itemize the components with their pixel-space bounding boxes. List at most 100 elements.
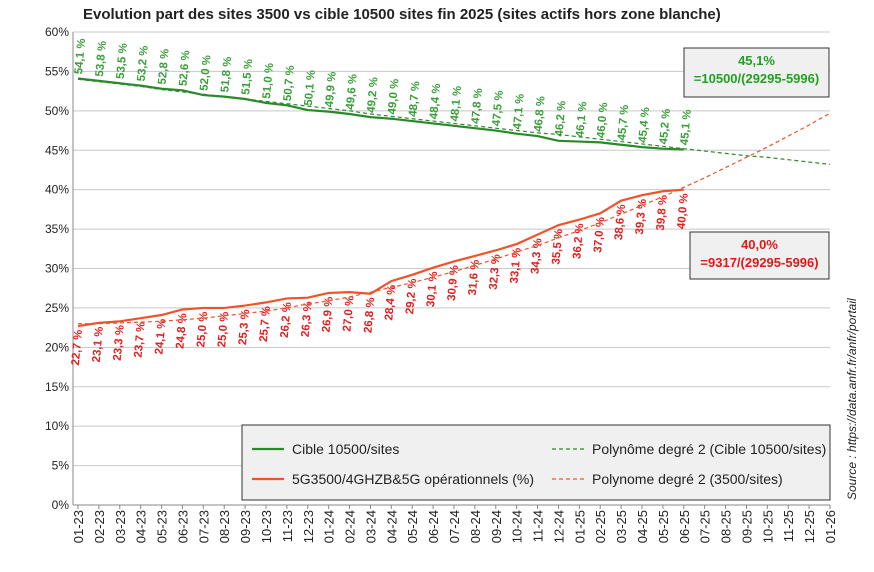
data-label: 28,4 %: [383, 284, 398, 321]
chart-title: Evolution part des sites 3500 vs cible 1…: [83, 6, 721, 23]
x-tick-label: 09-24: [489, 510, 504, 543]
data-label: 31,6 %: [467, 259, 482, 296]
x-tick-label: 11-25: [781, 510, 796, 542]
x-tick-label: 08-23: [217, 510, 232, 543]
x-tick-label: 09-25: [739, 510, 754, 543]
data-label: 48,1 %: [449, 85, 464, 122]
y-tick-label: 35%: [45, 222, 69, 236]
data-label: 46,0 %: [595, 102, 610, 139]
data-label: 45,2 %: [658, 108, 673, 145]
annotation-text: =10500/(29295-5996): [694, 71, 819, 86]
data-label: 45,7 %: [616, 104, 631, 141]
x-tick-label: 02-23: [92, 510, 107, 543]
data-label: 37,0 %: [592, 217, 607, 254]
annotation-text: 45,1%: [738, 53, 775, 68]
data-label: 38,6 %: [613, 204, 628, 241]
trend-line: [77, 78, 831, 166]
data-label: 24,1 %: [153, 318, 168, 355]
x-tick-label: 02-25: [593, 510, 608, 543]
x-tick-label: 01-24: [322, 510, 337, 543]
data-label: 50,1 %: [303, 70, 318, 107]
data-label: 53,2 %: [136, 45, 151, 82]
data-label: 27,0 %: [341, 295, 356, 332]
data-label: 30,1 %: [425, 271, 440, 308]
x-tick-label: 05-24: [405, 510, 420, 543]
x-tick-label: 03-24: [363, 510, 378, 543]
x-tick-label: 11-23: [280, 510, 295, 542]
data-label: 53,5 %: [115, 43, 130, 80]
data-label: 39,8 %: [655, 194, 670, 231]
x-tick-label: 08-25: [719, 510, 734, 543]
data-label: 48,4 %: [428, 83, 443, 120]
data-label: 26,8 %: [362, 297, 377, 334]
x-tick-label: 08-24: [468, 510, 483, 543]
x-tick-label: 01-25: [572, 510, 587, 543]
data-label: 52,0 %: [198, 55, 213, 92]
x-tick-label: 11-24: [531, 510, 546, 542]
data-label: 35,5 %: [550, 228, 565, 265]
data-label: 51,8 %: [219, 56, 234, 93]
series-line: [77, 77, 684, 151]
data-label: 46,1 %: [574, 101, 589, 138]
series-line: [77, 188, 684, 328]
x-tick-label: 07-24: [447, 510, 462, 543]
legend-label: Cible 10500/sites: [292, 441, 399, 457]
data-label: 48,7 %: [407, 81, 422, 118]
data-label: 45,1 %: [679, 109, 694, 146]
x-tick-label: 02-24: [343, 510, 358, 543]
y-tick-label: 60%: [45, 25, 69, 39]
data-label: 25,7 %: [258, 306, 273, 343]
data-label: 23,7 %: [133, 321, 148, 358]
y-tick-label: 20%: [45, 340, 69, 354]
y-tick-label: 40%: [45, 183, 69, 197]
y-tick-label: 30%: [45, 262, 69, 276]
x-tick-label: 06-23: [175, 510, 190, 543]
x-tick-label: 10-25: [760, 510, 775, 543]
data-label: 25,0 %: [216, 311, 231, 348]
data-label: 39,3 %: [634, 198, 649, 235]
x-tick-label: 03-23: [113, 510, 128, 543]
y-tick-label: 10%: [45, 419, 69, 433]
data-label: 51,5 %: [240, 59, 255, 96]
data-label: 29,2 %: [404, 278, 419, 315]
y-tick-label: 5%: [52, 459, 70, 473]
x-tick-label: 03-25: [614, 510, 629, 543]
x-tick-label: 05-23: [155, 510, 170, 543]
x-tick-label: 07-23: [196, 510, 211, 543]
data-label: 54,1 %: [73, 38, 88, 75]
data-label: 52,6 %: [177, 50, 192, 87]
x-tick-label: 04-25: [635, 510, 650, 543]
data-label: 46,8 %: [533, 96, 548, 133]
data-label: 46,2 %: [553, 100, 568, 137]
source: Source : https://data.anfr.fr/anfr/porta…: [845, 298, 859, 500]
legend-label: 5G3500/4GHZB&5G opérationnels (%): [292, 471, 534, 487]
data-label: 23,1 %: [91, 326, 106, 363]
data-label: 47,1 %: [512, 93, 527, 130]
data-label: 32,3 %: [488, 254, 503, 291]
legend-box: [241, 424, 831, 501]
y-tick-label: 50%: [45, 104, 69, 118]
trend-line: [78, 112, 831, 325]
data-label: 25,0 %: [195, 311, 210, 348]
x-tick-label: 12-25: [802, 510, 817, 543]
x-tick-label: 06-24: [426, 510, 441, 543]
annotation-box: [683, 47, 830, 98]
data-label: 36,2 %: [571, 223, 586, 260]
data-label: 25,3 %: [237, 309, 252, 346]
x-tick-label: 05-25: [656, 510, 671, 543]
annotation-text: 40,0%: [741, 237, 778, 252]
y-tick-label: 0%: [52, 498, 70, 512]
data-label: 47,5 %: [491, 90, 506, 127]
y-tick-label: 55%: [45, 64, 69, 78]
legend-label: Polynôme degré 2 (Cible 10500/sites): [592, 441, 826, 457]
x-tick-label: 12-23: [301, 510, 316, 543]
y-tick-label: 45%: [45, 143, 69, 157]
data-label: 49,6 %: [345, 74, 360, 111]
data-label: 50,7 %: [282, 65, 297, 102]
data-label: 53,8 %: [94, 40, 109, 77]
data-label: 22,7 %: [70, 329, 85, 366]
x-tick-label: 01-23: [71, 510, 86, 543]
data-label: 47,8 %: [470, 88, 485, 125]
data-label: 52,8 %: [157, 48, 172, 85]
